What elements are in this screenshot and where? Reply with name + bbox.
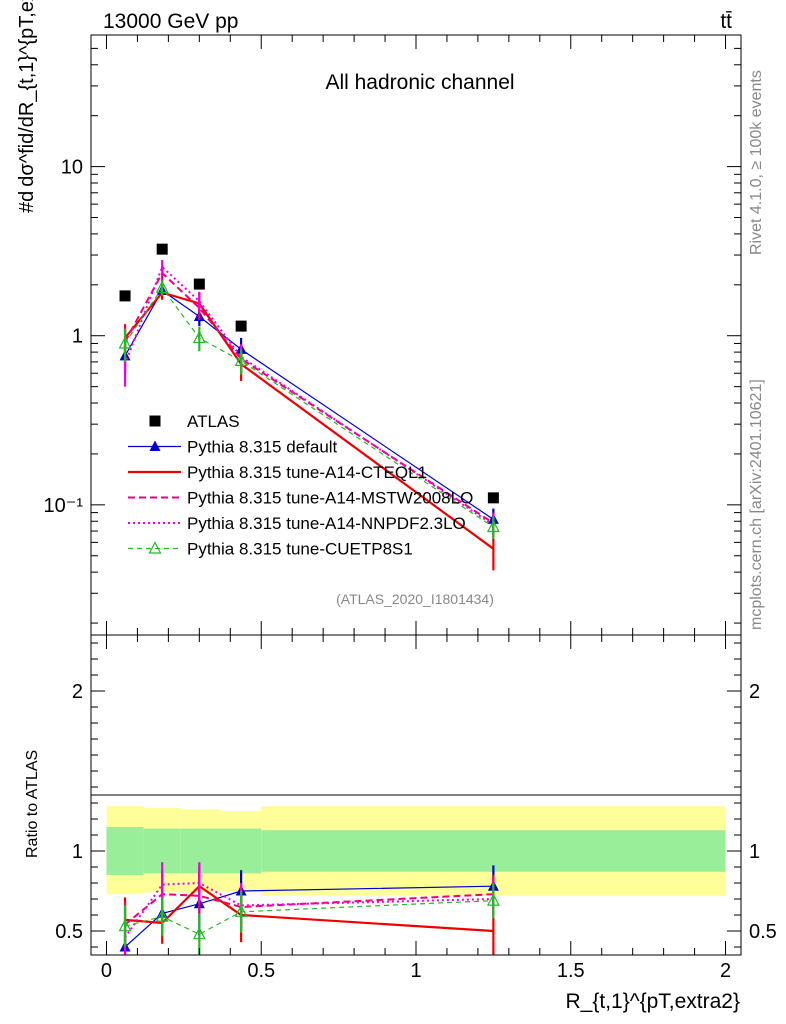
ratio-y-tick-label: 1 (749, 841, 760, 863)
x-tick-label: 1.5 (557, 960, 585, 982)
main-panel: 10 1 10⁻¹ All hadronic channel (ATLAS_2020… (16, 0, 742, 636)
main-series-cuetp (118, 280, 500, 539)
main-line-default (124, 289, 494, 520)
uncertainty-band-inner (221, 828, 262, 874)
ratio-y-axis-label: Ratio to ATLAS (24, 750, 41, 858)
main-marker (486, 519, 500, 533)
x-tick-label: 2 (720, 960, 731, 982)
legend-entry: Pythia 8.315 tune-A14-MSTW2008LO (128, 489, 473, 508)
legend-entry: Pythia 8.315 default (128, 438, 338, 457)
main-data-point (156, 243, 168, 255)
ratio-panel: 0.5 0.5 1 1 2 2 0 0.5 1 1.5 2 Ratio to ATLAS R_{t,… (24, 634, 777, 1013)
x-tick-label: 0 (101, 960, 112, 982)
y-tick-label: 10 (61, 157, 83, 179)
legend-entry: Pythia 8.315 tune-CUETP8S1 (128, 540, 413, 559)
main-marker (118, 336, 132, 349)
x-axis-label: R_{t,1}^{pT,extra2} (566, 990, 740, 1013)
ratio-marker (118, 918, 132, 932)
main-data-point (193, 278, 205, 290)
main-data-point (119, 290, 131, 302)
main-line-mstw (124, 271, 494, 524)
legend-entry: Pythia 8.315 tune-A14-NNPDF2.3LO (128, 514, 466, 533)
legend-label: Pythia 8.315 tune-A14-CTEQL1 (187, 463, 427, 482)
ratio-y-tick-label: 0.5 (55, 921, 83, 943)
legend-label: ATLAS (187, 412, 240, 431)
ratio-line-cuetp (124, 900, 494, 935)
main-line-cteq (124, 291, 495, 550)
y-axis-label: #d dσ^fid/dR_{t,1}^{pT,extra2} [pb] (16, 0, 38, 213)
ratio-marker (234, 904, 248, 917)
legend-label: Pythia 8.315 tune-A14-NNPDF2.3LO (187, 514, 466, 533)
x-tick-label: 1 (410, 960, 421, 982)
uncertainty-band-inner (261, 830, 726, 872)
ratio-marker (486, 893, 500, 906)
main-marker (234, 353, 248, 366)
legend: ATLAS Pythia 8.315 default Pythia 8.315 tu… (128, 412, 473, 559)
legend-marker (148, 541, 162, 554)
x-tick-label: 0.5 (247, 960, 275, 982)
ratio-y-tick-label: 0.5 (749, 921, 777, 943)
ratio-y-tick-label: 1 (72, 841, 83, 863)
main-series-data (119, 243, 499, 504)
process-label: tt̄ (720, 10, 732, 33)
ratio-ticks-layer: 0.5 0.5 1 1 2 2 0 0.5 1 1.5 2 (55, 635, 777, 982)
rivet-version-label: Rivet 4.1.0, ≥ 100k events (748, 70, 765, 255)
ratio-marker (155, 909, 169, 922)
legend-entry: Pythia 8.315 tune-A14-CTEQL1 (128, 463, 427, 482)
analysis-tag: (ATLAS_2020_I1801434) (336, 591, 494, 607)
uncertainty-band-inner (180, 828, 221, 874)
main-marker (192, 330, 206, 344)
ratio-band-layer (106, 806, 726, 896)
legend-entry: ATLAS (149, 412, 240, 431)
main-marker (155, 280, 169, 293)
mcplots-label: mcplots.cern.ch [arXiv:2401.10621] (748, 379, 765, 630)
legend-label: Pythia 8.315 tune-CUETP8S1 (187, 540, 413, 559)
uncertainty-band-inner (106, 827, 144, 875)
legend-label: Pythia 8.315 default (187, 438, 338, 457)
y-tick-label: 10⁻¹ (44, 495, 84, 517)
main-line-nnpdf (124, 265, 494, 526)
legend-marker (149, 415, 161, 427)
main-data-point (235, 320, 247, 332)
energy-label: 13000 GeV pp (103, 10, 238, 33)
ratio-line-mstw (124, 893, 494, 926)
ratio-y-tick-label: 2 (72, 681, 83, 703)
ratio-frame (90, 634, 742, 956)
legend-marker (149, 440, 161, 451)
ratio-y-tick-label: 2 (749, 681, 760, 703)
y-tick-label: 1 (72, 326, 83, 348)
main-data-point (487, 492, 499, 504)
ratio-series-cuetp (118, 883, 500, 955)
ratio-series-layer (118, 862, 500, 955)
main-ticks-layer: 10 1 10⁻¹ (44, 34, 741, 635)
chart-title: All hadronic channel (325, 71, 514, 94)
main-series-layer (118, 243, 500, 571)
ratio-marker (192, 926, 206, 940)
legend-label: Pythia 8.315 tune-A14-MSTW2008LO (187, 489, 473, 508)
